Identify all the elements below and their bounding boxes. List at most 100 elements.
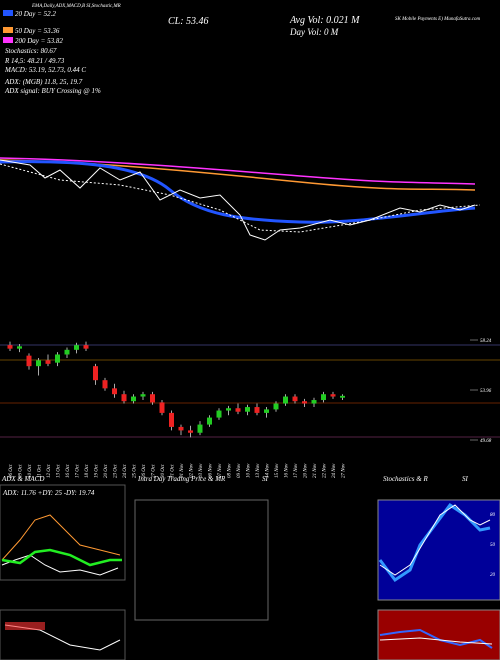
intraday-panel: [134, 499, 269, 621]
date-label: 27 Oct: [152, 464, 157, 478]
price-label: 53.96: [480, 389, 492, 394]
candle-body: [26, 355, 32, 367]
panel-title: SI: [262, 475, 269, 483]
candle-body: [273, 403, 279, 410]
close: CL: 53.46: [168, 16, 209, 27]
legend-item: 50 Day = 53.36: [15, 27, 60, 35]
candle-body: [226, 408, 231, 411]
candle-body: [283, 396, 288, 404]
date-label: 06 Oct: [9, 464, 14, 478]
candle-body: [102, 380, 108, 389]
stoch-tick: 20: [490, 573, 496, 578]
date-label: 12 Oct: [47, 464, 52, 478]
panel-title: SI: [462, 475, 469, 483]
candle-body: [235, 408, 241, 412]
date-label: 17 Nov: [294, 463, 299, 478]
date-label: 30 Oct: [161, 464, 166, 478]
stoch-tick: 50: [490, 543, 496, 548]
adx-panel: [0, 484, 126, 581]
adx-values: ADX: 11.76 +DY: 25 -DY: 19.74: [2, 489, 95, 497]
date-label: 20 Nov: [304, 463, 309, 478]
legend-item: 200 Day = 53.82: [15, 37, 63, 45]
stat: R 14,5: 48.21 / 49.73: [4, 57, 65, 65]
date-label: 09 Nov: [237, 463, 242, 478]
date-label: 25 Oct: [133, 464, 138, 478]
price-line: [0, 159, 476, 241]
avg-vol: Avg Vol: 0.021 M: [289, 15, 360, 26]
candle-body: [74, 345, 79, 350]
stoch-tick: 80: [490, 513, 496, 518]
date-label: 31 Oct: [171, 464, 176, 478]
date-label: 27 Nov: [342, 463, 347, 478]
panel-title: ADX & MACD: [1, 475, 44, 483]
candle-body: [292, 396, 298, 402]
stat: Stochastics: 80.67: [5, 47, 57, 55]
stat: MACD: 53.19, 52.73, 0.44 C: [4, 66, 86, 74]
candle-body: [83, 345, 89, 349]
si-signal: [379, 637, 493, 645]
date-label: 09 Oct: [19, 464, 24, 478]
legend-swatch: [3, 27, 13, 33]
stat: ADX: (MGB) 11.8, 25, 19.7: [4, 78, 83, 86]
date-label: 23 Oct: [114, 464, 119, 478]
candle-body: [311, 400, 317, 404]
stoch-k: [378, 502, 491, 583]
candle-body: [17, 346, 22, 349]
date-label: 21 Nov: [313, 463, 318, 478]
candle-body: [64, 349, 70, 355]
stat: ADX signal: BUY Crossing @ 1%: [4, 87, 101, 95]
candle-body: [197, 424, 203, 433]
date-label: 24 Nov: [332, 463, 337, 478]
date-label: 24 Oct: [123, 464, 128, 478]
date-label: 13 Nov: [256, 463, 261, 478]
date-label: 16 Nov: [285, 463, 290, 478]
si-panel: [377, 609, 500, 660]
panel-title: Intra Day Trading Price & MR: [137, 475, 226, 483]
legend-swatch: [3, 37, 13, 43]
candle-body: [321, 394, 326, 401]
candle-body: [112, 388, 117, 395]
candle-body: [55, 354, 60, 363]
candle-body: [302, 401, 307, 404]
date-label: 20 Oct: [104, 464, 109, 478]
candle-body: [159, 402, 165, 413]
date-label: 22 Nov: [323, 463, 328, 478]
macd-panel: [0, 609, 126, 660]
candle-body: [45, 360, 51, 364]
date-label: 15 Nov: [275, 463, 280, 478]
candle-body: [264, 409, 269, 413]
stoch-panel: [377, 499, 500, 601]
date-label: 06 Nov: [209, 463, 214, 478]
candle-body: [254, 407, 260, 413]
day-vol: Day Vol: 0 M: [289, 27, 339, 37]
ema-20: [0, 160, 476, 224]
adx-green: [1, 548, 122, 567]
date-label: 07 Nov: [218, 463, 223, 478]
candle-body: [150, 394, 155, 403]
date-label: 02 Nov: [190, 463, 195, 478]
date-label: 17 Oct: [76, 464, 81, 478]
candle-body: [178, 426, 184, 431]
stoch-d: [379, 504, 491, 576]
macd-hist: [5, 622, 45, 630]
signal-line: [0, 163, 481, 233]
candle-body: [169, 412, 174, 427]
di-line: [1, 554, 119, 576]
candle-body: [216, 410, 222, 418]
date-label: 26 Oct: [142, 464, 147, 478]
candle-body: [245, 407, 250, 412]
candle-body: [131, 396, 136, 402]
legend-swatch: [3, 10, 13, 16]
date-label: 08 Nov: [228, 463, 233, 478]
indicators: EMA,Daily,ADX,MACD,B SI,Stochastic,MR: [31, 4, 121, 9]
candle-body: [340, 395, 345, 398]
date-label: 13 Oct: [57, 464, 62, 478]
date-label: 03 Nov: [199, 463, 204, 478]
candle-body: [36, 360, 41, 367]
candle-body: [121, 394, 127, 402]
panel-title: Stochastics & R: [383, 475, 428, 483]
date-label: 14 Nov: [266, 463, 271, 478]
date-label: 01 Nov: [180, 463, 185, 478]
date-label: 16 Oct: [66, 464, 71, 478]
